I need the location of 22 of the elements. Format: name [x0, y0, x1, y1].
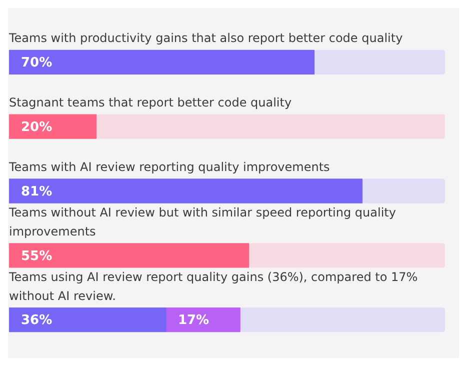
y-tick-label: Teams using AI review report quality gains (36%), compared to 17% without AI review.	[8, 270, 418, 303]
bar	[240, 307, 445, 332]
y-tick-label: Teams with productivity gains that also report better code quality	[8, 31, 403, 46]
y-tick-label: Stagnant teams that report better code quality	[9, 96, 292, 110]
bar	[248, 243, 445, 268]
bar	[96, 114, 445, 139]
data-label: 17%	[178, 313, 210, 328]
data-label: 20%	[21, 120, 52, 135]
data-label: 36%	[21, 313, 52, 328]
bar	[9, 50, 315, 75]
data-label: 70%	[21, 56, 52, 71]
bar	[314, 50, 445, 75]
y-tick-label: Teams with AI review reporting quality improvements	[8, 160, 330, 174]
bar	[362, 178, 445, 204]
bar	[9, 243, 250, 268]
bar	[9, 178, 362, 204]
y-tick-label: Teams without AI review but with similar speed reporting quality improvements	[8, 205, 396, 238]
bar	[9, 114, 97, 139]
bar	[9, 307, 166, 332]
data-label: 81%	[21, 184, 52, 200]
bar	[166, 307, 240, 332]
data-label: 55%	[21, 248, 52, 264]
